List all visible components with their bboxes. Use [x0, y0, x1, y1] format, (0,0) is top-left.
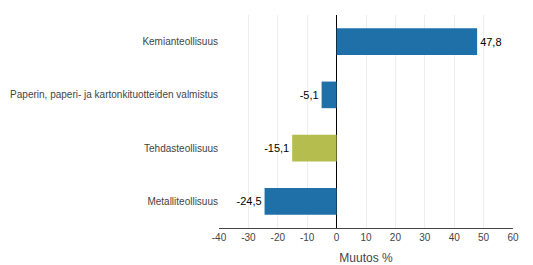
svg-text:20: 20: [390, 232, 402, 243]
svg-text:Muutos %: Muutos %: [339, 251, 393, 265]
svg-text:Paperin, paperi- ja kartonkitu: Paperin, paperi- ja kartonkituotteiden v…: [10, 89, 218, 100]
svg-text:10: 10: [360, 232, 372, 243]
svg-text:-40: -40: [212, 232, 227, 243]
svg-text:-10: -10: [300, 232, 315, 243]
svg-text:-5,1: -5,1: [300, 89, 319, 101]
svg-text:Metalliteollisuus: Metalliteollisuus: [147, 196, 218, 207]
svg-text:-20: -20: [271, 232, 286, 243]
svg-text:Tehdasteollisuus: Tehdasteollisuus: [144, 143, 218, 154]
svg-text:60: 60: [507, 232, 519, 243]
svg-text:Kemianteollisuus: Kemianteollisuus: [142, 36, 218, 47]
svg-text:-30: -30: [241, 232, 256, 243]
svg-text:40: 40: [449, 232, 461, 243]
svg-text:0: 0: [334, 232, 340, 243]
svg-text:50: 50: [478, 232, 490, 243]
svg-text:30: 30: [419, 232, 431, 243]
svg-text:-15,1: -15,1: [264, 142, 289, 154]
svg-text:-24,5: -24,5: [236, 195, 261, 207]
svg-text:47,8: 47,8: [480, 36, 501, 48]
